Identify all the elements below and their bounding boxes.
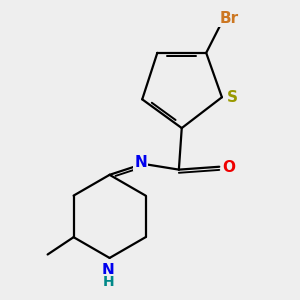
Text: Br: Br	[220, 11, 239, 26]
Text: H: H	[103, 275, 114, 289]
Text: O: O	[223, 160, 236, 175]
Text: N: N	[134, 154, 147, 169]
Text: N: N	[102, 263, 115, 278]
Text: S: S	[227, 90, 238, 105]
